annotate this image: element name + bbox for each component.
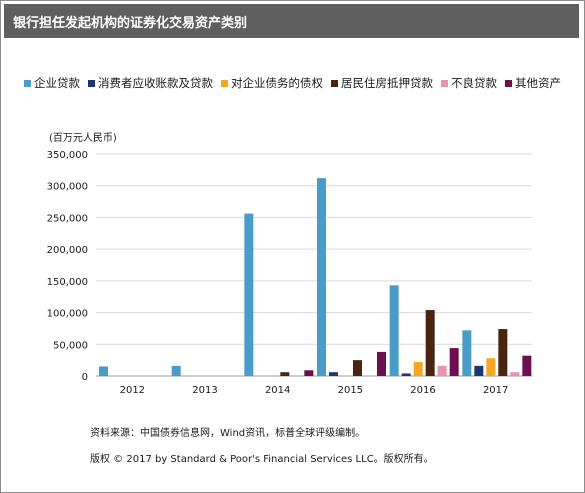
y-tick-label: 200,000 bbox=[47, 245, 88, 256]
y-tick-label: 250,000 bbox=[47, 213, 88, 224]
x-tick-label: 2015 bbox=[338, 385, 363, 396]
bar bbox=[171, 365, 181, 376]
bar bbox=[498, 329, 508, 376]
chart-title: 银行担任发起机构的证券化交易资产类别 bbox=[13, 16, 248, 31]
legend-item: 企业贷款 bbox=[24, 75, 80, 91]
legend-item: 不良贷款 bbox=[441, 75, 497, 91]
bar bbox=[522, 355, 532, 376]
chart-legend: 企业贷款 消费者应收账款及贷款 对企业债务的债权 居民住房抵押贷款 不良贷款 其他资产 bbox=[24, 74, 576, 92]
bar bbox=[317, 178, 326, 376]
bar bbox=[449, 348, 459, 376]
x-tick-label: 2013 bbox=[192, 385, 217, 396]
legend-label: 消费者应收账款及贷款 bbox=[98, 76, 213, 90]
legend-label: 其他资产 bbox=[515, 76, 561, 90]
bar bbox=[389, 285, 399, 376]
legend-swatch bbox=[331, 79, 338, 87]
y-tick-label: 50,000 bbox=[53, 340, 88, 351]
bar bbox=[280, 372, 290, 376]
legend-swatch bbox=[505, 79, 512, 87]
legend-label: 不良贷款 bbox=[451, 76, 497, 90]
bar bbox=[510, 372, 520, 376]
bar bbox=[244, 213, 254, 376]
legend-swatch bbox=[88, 79, 95, 87]
x-tick-label: 2017 bbox=[483, 385, 508, 396]
legend-label: 居民住房抵押贷款 bbox=[341, 76, 433, 90]
y-tick-label: 300,000 bbox=[47, 182, 88, 193]
bar bbox=[304, 370, 314, 376]
bar bbox=[474, 365, 484, 376]
copyright-note: 版权 © 2017 by Standard & Poor's Financial… bbox=[90, 454, 434, 465]
title-bar: 银行担任发起机构的证券化交易资产类别 bbox=[4, 4, 579, 38]
x-tick-label: 2016 bbox=[410, 385, 435, 396]
legend-label: 企业贷款 bbox=[34, 76, 80, 90]
bar bbox=[462, 330, 472, 376]
legend-item: 对企业债务的债权 bbox=[221, 75, 323, 91]
x-tick-label: 2014 bbox=[265, 385, 290, 396]
legend-item: 其他资产 bbox=[505, 75, 561, 91]
legend-item: 居民住房抵押贷款 bbox=[331, 75, 433, 91]
y-tick-label: 100,000 bbox=[47, 309, 88, 320]
y-tick-label: 0 bbox=[82, 372, 88, 383]
bar bbox=[425, 310, 435, 376]
y-tick-label: 350,000 bbox=[47, 150, 88, 161]
bar bbox=[353, 360, 362, 376]
bar bbox=[413, 362, 423, 376]
bar bbox=[486, 358, 496, 376]
source-note: 资料来源：中国债券信息网，Wind资讯，标普全球评级编制。 bbox=[90, 428, 366, 439]
legend-item: 消费者应收账款及贷款 bbox=[88, 75, 213, 91]
bar bbox=[377, 351, 386, 376]
legend-swatch bbox=[441, 79, 448, 87]
bar bbox=[437, 365, 447, 376]
bar bbox=[401, 373, 411, 376]
y-tick-label: 150,000 bbox=[47, 277, 88, 288]
bar bbox=[99, 366, 108, 376]
x-tick-label: 2012 bbox=[120, 385, 145, 396]
legend-swatch bbox=[24, 79, 31, 87]
legend-swatch bbox=[221, 79, 228, 87]
legend-label: 对企业债务的债权 bbox=[231, 76, 323, 90]
bar bbox=[329, 372, 338, 376]
y-axis-unit-label: (百万元人民币) bbox=[49, 133, 117, 144]
